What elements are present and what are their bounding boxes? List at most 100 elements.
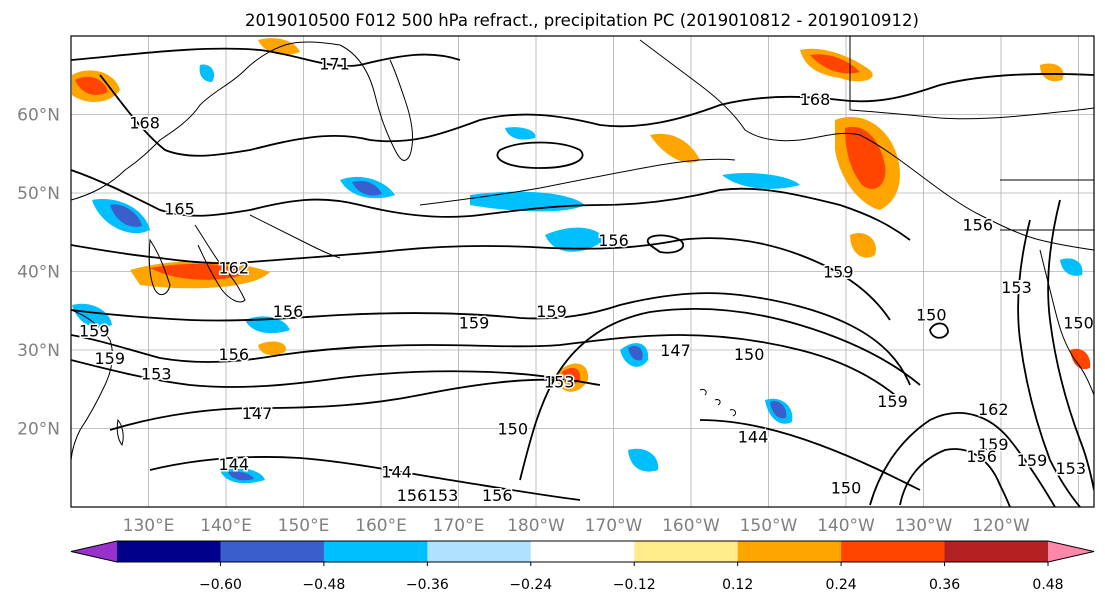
contour-label: 147 [242, 404, 273, 423]
contour-159 [71, 292, 911, 386]
colorbar-tick-label: −0.12 [613, 577, 656, 593]
contour-label: 144 [738, 427, 769, 446]
precip-blob [72, 303, 112, 328]
contour-label: 150 [1063, 314, 1094, 333]
colorbar-segment [634, 541, 739, 562]
contour-label: 171 [319, 54, 350, 73]
colorbar-segment [427, 541, 532, 562]
colorbar-segment [841, 541, 946, 562]
border-line [1000, 179, 1094, 231]
contour-label: 162 [218, 259, 249, 278]
coastline-china [71, 309, 113, 461]
precip-blob [722, 173, 800, 189]
coastline-japan [194, 224, 246, 303]
colorbar-tick-label: 0.12 [722, 577, 753, 593]
precip-blob [810, 54, 860, 74]
precip-blob [150, 263, 250, 280]
precip-blob [75, 76, 108, 95]
contour-label: 159 [978, 435, 1009, 454]
longitude-label: 130°E [123, 516, 175, 536]
map-title: 2019010500 F012 500 hPa refract., precip… [245, 11, 919, 30]
colorbar-tick-label: 0.48 [1032, 577, 1063, 593]
precip-blob [850, 232, 876, 258]
colorbar-tick-label: −0.36 [406, 577, 449, 593]
coastline-aleutians [419, 158, 736, 206]
contour-closed-b [646, 234, 685, 254]
longitude-label: 130°W [895, 516, 953, 536]
contour-label: 144 [218, 455, 249, 474]
colorbar-segment [530, 541, 635, 562]
contour-label: 156 [962, 215, 993, 234]
colorbar-segment [737, 541, 842, 562]
contour-label: 159 [79, 321, 110, 340]
contour-label: 168 [800, 90, 831, 109]
colorbar-extend-low [71, 541, 117, 562]
contour-144b [699, 419, 921, 491]
longitude-label: 150°E [278, 516, 330, 536]
longitude-label: 170°W [585, 516, 643, 536]
colorbar: −0.60 −0.48 −0.36 −0.24 −0.12 0.12 0.24 0.36 0.4… [70, 540, 1095, 593]
contour-label: 156 [273, 302, 304, 321]
precip-blob [545, 227, 605, 252]
longitude-labels: 130°E 140°E 150°E 160°E 170°E 180°W 170°W 160°W… [123, 516, 1030, 536]
contour-east [869, 412, 1056, 507]
contour-150 [519, 307, 921, 481]
precip-blob [845, 126, 886, 189]
colorbar-tick-label: 0.36 [929, 577, 960, 593]
coastline-hawaii [699, 389, 737, 417]
contour-label: 153 [544, 372, 575, 391]
contour-label: 153 [428, 486, 459, 505]
contour-label: 159 [1017, 451, 1048, 470]
colorbar-segment [220, 541, 325, 562]
contour-147 [109, 378, 561, 431]
contour-label: 150 [916, 306, 947, 325]
colorbar-tick-label: −0.60 [199, 577, 242, 593]
coastline-kamchatka [339, 44, 413, 161]
longitude-label: 140°E [200, 516, 252, 536]
precip-blob [199, 64, 215, 82]
precip-blob [770, 401, 787, 419]
latitude-label: 60°N [17, 106, 60, 126]
contour-label: 156 [397, 486, 428, 505]
contour-label: 159 [877, 392, 908, 411]
longitude-label: 160°E [355, 516, 407, 536]
contour-label: 150 [497, 420, 528, 439]
precip-blob [1060, 258, 1083, 276]
precip-blob [628, 448, 659, 472]
contour-east2 [899, 448, 1011, 507]
refractivity-contours [71, 47, 1094, 507]
latitude-label: 30°N [17, 341, 60, 361]
coastline-korea [148, 238, 171, 296]
coastline-alaska [639, 39, 1094, 251]
coastline-canada [849, 36, 1094, 120]
colorbar-extend-high [1048, 541, 1094, 562]
longitude-label: 180°W [507, 516, 565, 536]
latitude-label: 40°N [17, 263, 60, 283]
precip-blob [1040, 63, 1064, 82]
precip-blob [628, 345, 643, 361]
longitude-label: 160°W [662, 516, 720, 536]
contour-label: 168 [129, 113, 160, 132]
coastline-asia [71, 41, 341, 201]
contour-closed-c [929, 322, 949, 339]
contour-label: 159 [823, 263, 854, 282]
contour-153 [71, 359, 601, 388]
contour-168 [99, 72, 1094, 157]
colorbar-outline [70, 540, 1095, 563]
precip-blob [258, 341, 286, 356]
precip-blob [110, 204, 142, 227]
colorbar-segment [323, 541, 428, 562]
contour-label: 147 [660, 341, 691, 360]
precip-blob [650, 133, 700, 163]
contour-label: 156 [482, 486, 513, 505]
contour-165 [71, 169, 911, 241]
colorbar-tick-label: −0.48 [302, 577, 345, 593]
colorbar-segment [944, 541, 1049, 562]
precip-blob [505, 127, 536, 140]
contour-label: 150 [831, 478, 862, 497]
latitude-label: 50°N [17, 184, 60, 204]
contour-label: 153 [141, 365, 172, 384]
latitude-labels: 60°N 50°N 40°N 30°N 20°N [17, 106, 60, 440]
contour-label: 162 [978, 400, 1009, 419]
